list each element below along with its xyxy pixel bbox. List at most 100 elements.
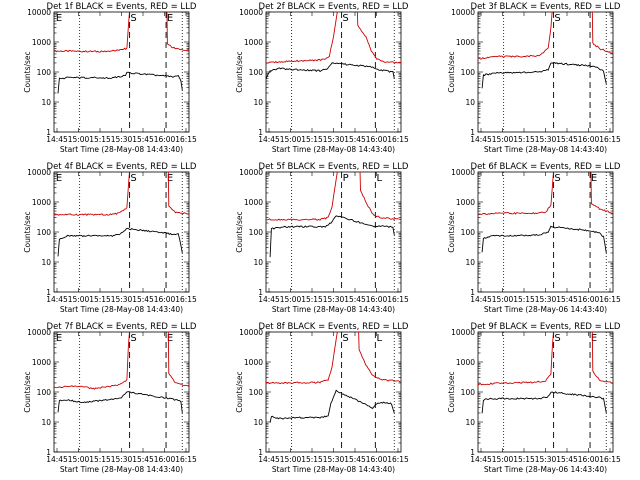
series-line-lld: [54, 332, 130, 390]
x-tick-label: 15:00: [492, 135, 514, 144]
x-tick-label: 14:45: [46, 455, 68, 464]
x-tick-label: 15:15: [89, 135, 111, 144]
x-tick-label: 15:00: [280, 295, 302, 304]
marker-label: S: [554, 13, 560, 24]
x-tick-label: 16:00: [578, 455, 600, 464]
series-line-events: [481, 391, 607, 414]
series-line-lld: [590, 172, 613, 214]
series-line-lld: [478, 12, 553, 60]
y-tick-label: 100: [461, 388, 476, 397]
series-line-lld: [591, 332, 613, 384]
x-axis-label: Start Time (28-May-06 14:43:40): [484, 305, 607, 314]
x-tick-label: 14:45: [470, 295, 492, 304]
series-line-lld: [478, 332, 554, 386]
marker-label: S: [130, 333, 136, 344]
x-tick-label: 16:15: [387, 455, 409, 464]
y-tick-label: 10000: [27, 168, 51, 177]
x-tick-label: 15:00: [68, 135, 90, 144]
plot-frame: [477, 171, 614, 293]
panel-det-4: Det 4f BLACK = Events, RED = LLD 1 10 100 10…: [23, 162, 197, 314]
x-tick-label: 15:30: [535, 135, 557, 144]
y-tick-label: 10: [253, 418, 263, 427]
x-tick-label: 15:45: [556, 455, 578, 464]
x-tick-label: 16:00: [366, 295, 388, 304]
series-line-lld: [54, 172, 130, 216]
x-tick-label: 15:00: [68, 455, 90, 464]
x-tick-label: 16:15: [175, 295, 197, 304]
marker-label: L: [377, 173, 383, 184]
y-tick-label: 10: [465, 418, 475, 427]
x-tick-label: 15:45: [344, 295, 366, 304]
series-line-events: [57, 71, 183, 94]
y-tick-label: 1: [258, 288, 263, 297]
marker-label: E: [167, 13, 173, 24]
plot-frame: [265, 11, 402, 133]
y-axis-label: Counts/sec: [23, 211, 32, 252]
panel-det-1: Det 1f BLACK = Events, RED = LLD 1 10 100 10…: [23, 2, 197, 154]
y-tick-label: 10: [253, 98, 263, 107]
series-line-lld: [356, 12, 401, 64]
x-tick-label: 15:30: [535, 295, 557, 304]
x-tick-label: 15:00: [492, 455, 514, 464]
x-tick-label: 15:15: [301, 135, 323, 144]
y-tick-label: 10: [41, 258, 51, 267]
panel-det-5: Det 5f BLACK = Events, RED = LLD 1 10 100 10…: [235, 162, 409, 314]
x-tick-label: 16:00: [366, 135, 388, 144]
y-tick-label: 10: [41, 418, 51, 427]
plot-frame: [53, 11, 190, 133]
x-tick-label: 16:15: [387, 295, 409, 304]
y-tick-label: 1: [46, 448, 51, 457]
chart-title: Det 5f BLACK = Events, RED = LLD: [259, 162, 409, 172]
x-tick-label: 15:15: [89, 455, 111, 464]
panel-det-8: Det 8f BLACK = Events, RED = LLD 1 10 100 10…: [235, 322, 409, 474]
x-tick-label: 16:15: [387, 135, 409, 144]
y-tick-label: 100: [461, 68, 476, 77]
y-tick-label: 10: [465, 98, 475, 107]
y-tick-label: 100: [249, 228, 264, 237]
x-tick-label: 16:00: [366, 455, 388, 464]
y-tick-label: 1: [258, 448, 263, 457]
y-tick-label: 10: [253, 258, 263, 267]
x-tick-label: 15:30: [323, 455, 345, 464]
chart-title: Det 8f BLACK = Events, RED = LLD: [259, 322, 409, 332]
y-axis-label: Counts/sec: [235, 211, 244, 252]
corner-label: E: [56, 173, 62, 184]
plot-frame: [265, 331, 402, 453]
marker-label: S: [130, 13, 136, 24]
x-axis-label: Start Time (28-May-08 14:43:40): [272, 145, 395, 154]
panel-det-3: Det 3f BLACK = Events, RED = LLD 1 10 100 10…: [447, 2, 621, 154]
x-tick-label: 15:00: [280, 135, 302, 144]
marker-label: L: [377, 333, 383, 344]
corner-label: E: [56, 13, 62, 24]
y-tick-label: 1: [470, 448, 475, 457]
x-tick-label: 15:30: [111, 295, 133, 304]
y-tick-label: 1000: [244, 38, 263, 47]
marker-label: E: [591, 173, 597, 184]
x-axis-label: Start Time (28-May-08 14:43:40): [484, 145, 607, 154]
y-tick-label: 10000: [451, 8, 475, 17]
x-axis-label: Start Time (28-May-08 14:43:40): [60, 465, 183, 474]
x-tick-label: 15:15: [301, 455, 323, 464]
series-line-lld: [358, 332, 401, 383]
series-line-events: [481, 225, 607, 254]
x-tick-label: 16:00: [578, 295, 600, 304]
x-tick-label: 15:00: [492, 295, 514, 304]
chart-title: Det 9f BLACK = Events, RED = LLD: [471, 322, 621, 332]
y-tick-label: 10: [41, 98, 51, 107]
chart-title: Det 6f BLACK = Events, RED = LLD: [471, 162, 621, 172]
x-axis-label: Start Time (28-May-08 14:43:40): [60, 145, 183, 154]
y-tick-label: 10000: [239, 168, 263, 177]
series-line-events: [57, 391, 183, 414]
panel-det-2: Det 2f BLACK = Events, RED = LLD 1 10 100 10…: [235, 2, 409, 154]
y-axis-label: Counts/sec: [235, 51, 244, 92]
x-tick-label: 16:00: [154, 135, 176, 144]
y-axis-label: Counts/sec: [23, 371, 32, 412]
y-axis-label: Counts/sec: [23, 51, 32, 92]
y-tick-label: 10000: [451, 328, 475, 337]
x-tick-label: 16:15: [175, 455, 197, 464]
x-tick-label: 15:45: [556, 295, 578, 304]
x-tick-label: 15:30: [323, 295, 345, 304]
y-tick-label: 10000: [239, 328, 263, 337]
x-tick-label: 15:30: [535, 455, 557, 464]
